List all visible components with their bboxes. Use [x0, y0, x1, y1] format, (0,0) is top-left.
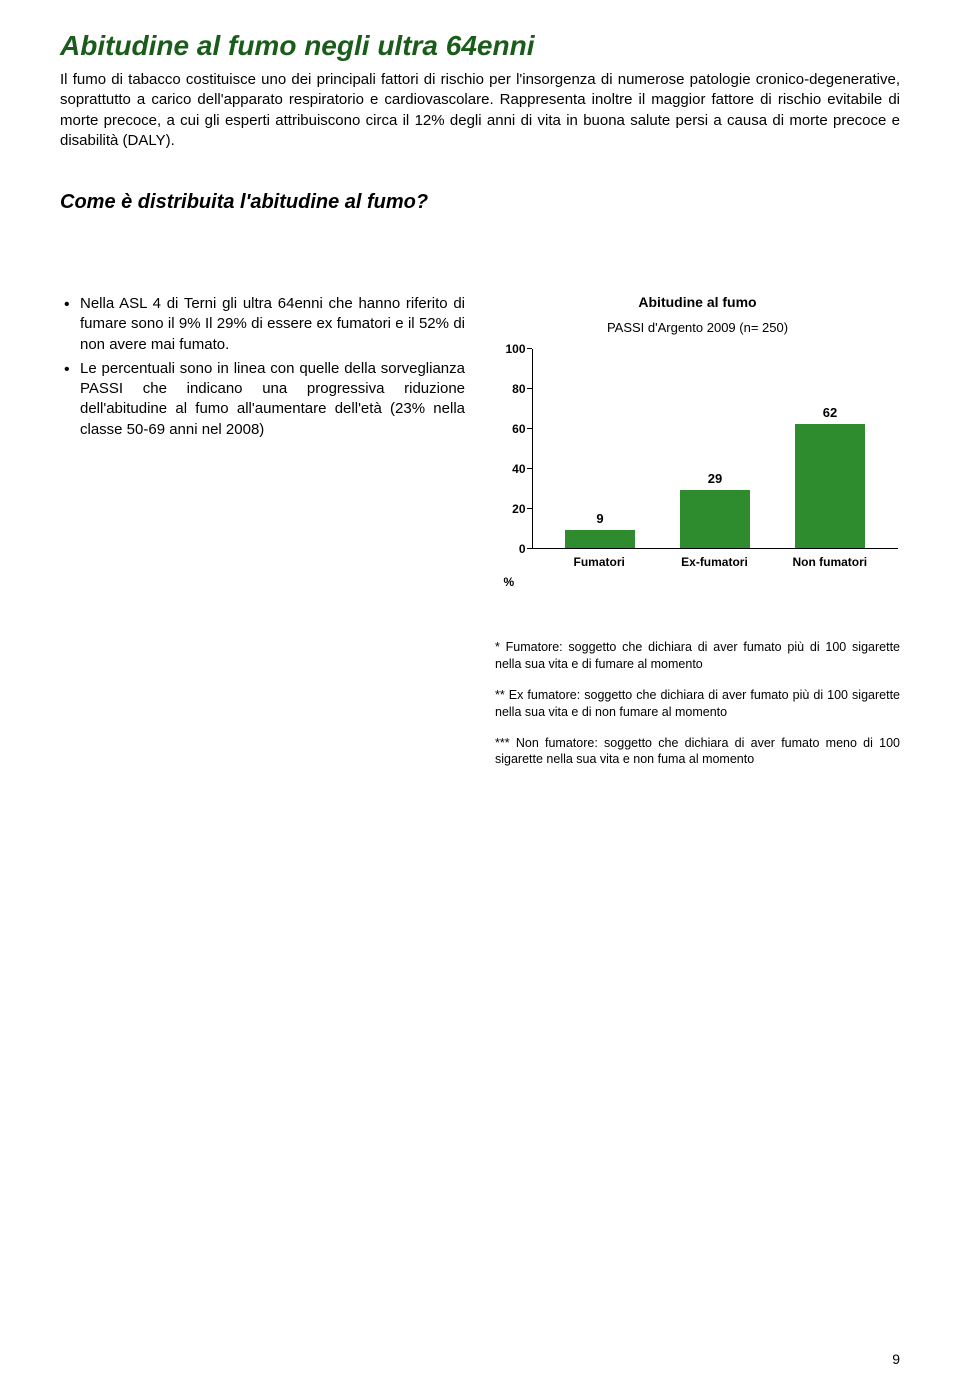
y-axis-ticks: 020406080100 [498, 349, 532, 549]
y-tick-label: 0 [519, 542, 526, 556]
right-column: Abitudine al fumo PASSI d'Argento 2009 (… [495, 294, 900, 782]
y-tick-label: 100 [505, 342, 525, 356]
bar-value-label: 62 [823, 405, 837, 420]
y-axis-unit-label: % [504, 575, 515, 589]
x-axis-labels: Fumatori Ex-fumatori Non fumatori [532, 549, 898, 569]
list-item: Nella ASL 4 di Terni gli ultra 64enni ch… [60, 294, 465, 355]
bullet-list: Nella ASL 4 di Terni gli ultra 64enni ch… [60, 294, 465, 440]
footnote: *** Non fumatore: soggetto che dichiara … [495, 735, 900, 769]
chart-plot-area: 9 29 62 [532, 349, 898, 549]
bar-value-label: 9 [596, 511, 603, 526]
two-column-layout: Nella ASL 4 di Terni gli ultra 64enni ch… [60, 294, 900, 782]
bar [680, 490, 750, 548]
x-axis-label: Ex-fumatori [674, 555, 754, 569]
y-tick-label: 60 [512, 422, 525, 436]
list-item: Le percentuali sono in linea con quelle … [60, 359, 465, 440]
chart-footnotes: * Fumatore: soggetto che dichiara di ave… [495, 639, 900, 782]
x-axis-label: Fumatori [559, 555, 639, 569]
bar [795, 424, 865, 548]
section-heading: Come è distribuita l'abitudine al fumo? [60, 191, 900, 214]
bar-chart: 020406080100 92962 % FumatoriEx-fumatori… [498, 349, 898, 569]
bar-value-label: 29 [708, 471, 722, 486]
page-number: 9 [892, 1351, 900, 1367]
y-tick-label: 80 [512, 382, 525, 396]
bar-group: 9 [560, 511, 640, 548]
chart-title: Abitudine al fumo [638, 294, 756, 310]
y-tick-label: 40 [512, 462, 525, 476]
bar-group: 62 [790, 405, 870, 548]
bar [565, 530, 635, 548]
y-tick-label: 20 [512, 502, 525, 516]
chart-subtitle: PASSI d'Argento 2009 (n= 250) [607, 320, 788, 335]
footnote: ** Ex fumatore: soggetto che dichiara di… [495, 687, 900, 721]
left-column: Nella ASL 4 di Terni gli ultra 64enni ch… [60, 294, 465, 444]
page-title: Abitudine al fumo negli ultra 64enni [60, 30, 900, 62]
intro-paragraph: Il fumo di tabacco costituisce uno dei p… [60, 70, 900, 151]
x-axis-label: Non fumatori [790, 555, 870, 569]
footnote: * Fumatore: soggetto che dichiara di ave… [495, 639, 900, 673]
bar-group: 29 [675, 471, 755, 548]
